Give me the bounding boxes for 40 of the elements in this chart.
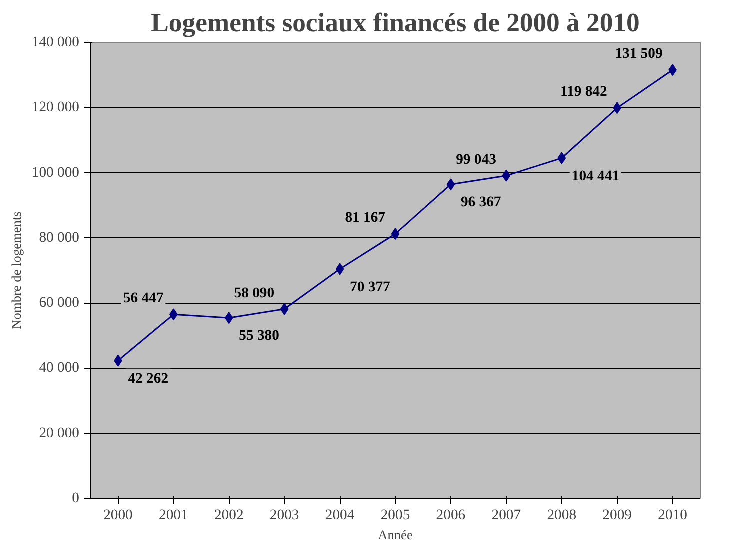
x-tick-label: 2002	[214, 508, 244, 524]
data-label: 70 377	[350, 279, 390, 296]
point	[502, 170, 511, 182]
y-axis-title: Nombre de logements	[8, 212, 24, 330]
x-tick-label: 2006	[436, 508, 466, 524]
data-label: 119 842	[560, 84, 608, 100]
x-tick-label: 2005	[380, 508, 410, 524]
data-label: 81 167	[345, 210, 386, 226]
data-label: 99 043	[456, 152, 496, 168]
point	[280, 303, 289, 316]
data-label: 131 509	[615, 46, 663, 62]
y-tick-label: 140 000	[32, 34, 80, 50]
point	[391, 228, 400, 240]
x-tick-label: 2003	[270, 508, 300, 524]
point	[446, 178, 456, 191]
x-tick-label: 2009	[602, 508, 632, 524]
y-tick-label: 80 000	[39, 230, 80, 246]
data-label: 42 262	[128, 370, 169, 387]
y-tick-label: 120 000	[32, 100, 80, 116]
y-tick-label: 100 000	[32, 164, 80, 181]
data-label: 58 090	[234, 285, 275, 302]
data-label: 96 367	[460, 194, 502, 211]
y-tick-label: 0	[72, 490, 80, 506]
y-tick-label: 40 000	[39, 360, 80, 376]
data-label: 56 447	[123, 290, 164, 307]
x-tick-label: 2001	[159, 508, 188, 524]
chart-title: Logements sociaux financés de 2000 à 2010	[151, 8, 640, 38]
data-label: 104 441	[572, 168, 620, 184]
point	[336, 263, 344, 276]
x-tick-label: 2000	[104, 508, 133, 524]
point	[558, 152, 566, 164]
y-tick-label: 20 000	[39, 425, 80, 442]
x-tick-label: 2007	[492, 508, 522, 524]
point	[224, 312, 234, 324]
x-tick-label: 2010	[658, 508, 688, 524]
x-tick-label: 2004	[325, 508, 356, 524]
y-tick-label: 60 000	[39, 295, 80, 312]
x-tick-label: 2008	[547, 508, 577, 524]
data-label: 55 380	[239, 328, 280, 344]
x-axis-title: Année	[378, 528, 413, 542]
